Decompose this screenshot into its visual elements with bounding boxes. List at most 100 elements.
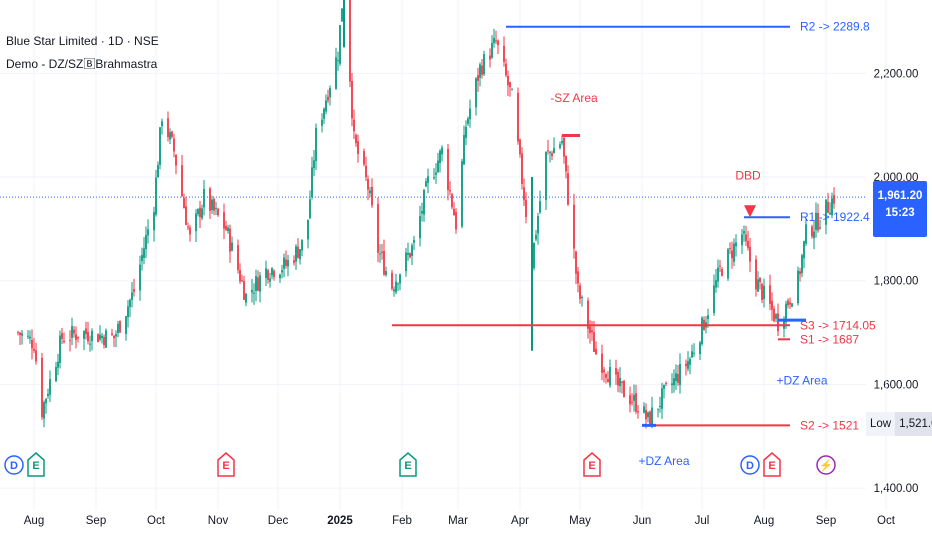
candle-body xyxy=(787,300,789,306)
candle-body xyxy=(309,199,311,219)
candle-body xyxy=(87,331,89,342)
candle-body xyxy=(103,336,105,346)
candle-body xyxy=(77,336,79,339)
candle-body xyxy=(623,380,625,398)
candle-body xyxy=(17,332,19,334)
candle-body xyxy=(483,54,485,75)
candle-body xyxy=(365,165,367,178)
candle-body xyxy=(213,198,215,211)
candle-body xyxy=(245,293,247,303)
candle-body xyxy=(577,271,579,284)
candle-body xyxy=(41,357,43,418)
event-badge: E xyxy=(399,452,417,477)
candle-body xyxy=(559,144,561,148)
candle-body xyxy=(229,228,231,252)
candle-body xyxy=(215,207,217,209)
candle-body xyxy=(747,240,749,248)
candle-body xyxy=(685,363,687,367)
candle-body xyxy=(257,277,259,291)
candle-body xyxy=(351,81,353,119)
event-badge: E xyxy=(217,452,235,477)
candle-body xyxy=(371,186,373,206)
event-label: D xyxy=(10,460,18,472)
candle-body xyxy=(189,227,191,235)
candle-body xyxy=(493,38,495,43)
candle-body xyxy=(789,302,791,305)
candles-group xyxy=(17,0,835,429)
candle-body xyxy=(117,323,119,334)
candle-body xyxy=(413,239,415,243)
candle-body xyxy=(587,300,589,329)
candle-body xyxy=(47,393,49,397)
candle-body xyxy=(461,161,463,227)
candle-body xyxy=(629,395,631,405)
event-badge: D xyxy=(740,455,760,475)
candle-body xyxy=(435,172,437,175)
candle-body xyxy=(757,279,759,292)
candle-body xyxy=(687,361,689,369)
candle-body xyxy=(175,154,177,166)
candle-body xyxy=(259,275,261,292)
candle-body xyxy=(167,118,169,137)
candle-body xyxy=(441,147,443,155)
event-circle xyxy=(816,455,836,475)
candle-body xyxy=(369,190,371,194)
candle-body xyxy=(551,153,553,157)
candle-body xyxy=(759,277,761,283)
candle-body xyxy=(157,165,159,178)
candle-body xyxy=(295,246,297,262)
candle-body xyxy=(735,242,737,247)
candle-body xyxy=(35,350,37,362)
candle-body xyxy=(31,340,33,349)
candle-body xyxy=(507,75,509,86)
candle-body xyxy=(575,251,577,274)
candle-body xyxy=(539,201,541,213)
event-label: E xyxy=(222,460,229,472)
price-tick-label: 1,600.00 xyxy=(874,379,919,391)
candle-body xyxy=(407,252,409,255)
candle-body xyxy=(733,243,735,262)
candle-body xyxy=(427,176,429,183)
event-circle xyxy=(4,455,24,475)
candle-body xyxy=(605,374,607,378)
candle-body xyxy=(517,92,519,142)
candle-body xyxy=(423,190,425,215)
candle-body xyxy=(231,242,233,251)
candle-body xyxy=(829,212,831,215)
candle-body xyxy=(379,253,381,255)
price-tick-label: 1,400.00 xyxy=(874,483,919,495)
candle-body xyxy=(43,402,45,419)
candle-body xyxy=(61,333,63,340)
indicator-title[interactable]: Demo - DZ/SZ🄱Brahmastra xyxy=(6,57,158,71)
candle-body xyxy=(661,388,663,409)
candle-body xyxy=(825,199,827,225)
zone-annotation: +DZ Area xyxy=(776,373,827,387)
candle-body xyxy=(783,319,785,329)
candle-body xyxy=(399,274,401,284)
candle-body xyxy=(745,234,747,242)
candle-body xyxy=(755,259,757,290)
candle-body xyxy=(323,108,325,119)
candle-body xyxy=(367,178,369,190)
candle-body xyxy=(27,335,29,337)
event-label: E xyxy=(768,460,775,472)
candle-body xyxy=(145,235,147,250)
price-tick-label: 2,200.00 xyxy=(874,68,919,80)
candle-body xyxy=(773,308,775,322)
candle-body xyxy=(73,329,75,334)
candle-body xyxy=(819,227,821,229)
candle-body xyxy=(129,299,131,307)
symbol-title[interactable]: Blue Star Limited · 1D · NSE xyxy=(6,34,159,48)
level-label: S1 -> 1687 xyxy=(800,332,859,346)
low-label: Low xyxy=(866,412,896,436)
candle-body xyxy=(775,314,777,319)
candle-body xyxy=(59,335,61,363)
candle-body xyxy=(489,55,491,60)
time-tick-label: 2025 xyxy=(327,515,353,527)
candle-body xyxy=(525,199,527,218)
event-label: D xyxy=(746,460,754,472)
candle-body xyxy=(453,208,455,216)
candle-body xyxy=(521,153,523,184)
